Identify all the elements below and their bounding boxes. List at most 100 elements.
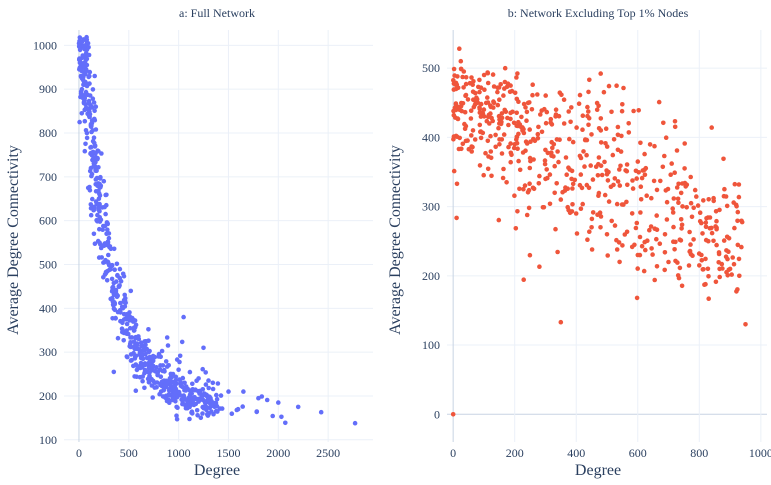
panel-b-point [634,295,640,301]
panel-a-point [118,310,123,315]
panel-b-point [619,133,624,139]
panel-a-point [135,364,141,369]
panel-b-point [481,114,487,119]
panel-a-point [183,388,189,393]
panel-b-point [585,104,590,110]
panel-a-point [194,378,199,384]
panel-b-point [671,224,676,230]
panel-b-point [624,168,630,174]
panel-b-point [451,87,457,92]
panel-b-point [725,256,730,262]
panel-b-point [585,237,590,242]
panel-a-point [142,362,148,368]
panel-a-y-tick-label: 200 [39,389,57,403]
panel-b-point [624,162,630,167]
panel-a-point [241,389,246,394]
panel-b-point [460,141,466,147]
panel-a-point [187,369,193,375]
panel-b-point [543,120,549,126]
panel-b-point [497,142,502,147]
panel-b-point [570,181,576,187]
panel-b-y-axis-label: Average Degree Connectivity [387,145,404,335]
panel-b-point [563,155,569,160]
panel-a-point [206,394,211,399]
panel-b-point [674,185,680,190]
panel-a-point [102,259,108,265]
panel-a-point [121,299,127,305]
panel-b-point [662,267,667,273]
panel-b-point [688,174,693,180]
panel-a-point [173,374,179,380]
panel-b-point [558,197,564,202]
panel-b-point [490,72,496,77]
panel-b-point [485,95,490,100]
panel-a-point [77,59,83,64]
panel-b-point [675,260,680,265]
panel-a-point [111,246,117,252]
panel-a-point [131,325,137,331]
panel-a-point [210,386,216,392]
panel-b-point [730,255,735,260]
panel-a-point [163,395,168,400]
panel-a-point [132,318,138,323]
panel-a-point [163,382,169,387]
panel-b-point [477,163,483,168]
panel-b-point [454,181,460,187]
panel-b-point [602,192,608,198]
panel-b-point [515,71,520,76]
panel-a-point [98,245,104,251]
panel-b-point [524,212,530,218]
panel-a-point [276,400,281,405]
panel-b-point [476,84,481,90]
panel-b-point [499,111,505,116]
panel-a-point [96,207,102,213]
panel-b-point [633,225,639,231]
panel-b-point [488,149,494,154]
panel-b-point [739,244,744,250]
panel-b-point [717,207,722,213]
panel-a-y-tick-label: 500 [39,257,57,271]
panel-a-point [111,306,117,311]
panel-a-point [93,104,99,109]
panel-b-point [691,237,696,242]
panel-b-point [620,102,625,107]
panel-a-point [154,365,159,370]
panel-b-point [688,242,693,247]
panel-a-point [110,299,116,304]
panel-a-point [77,35,83,40]
panel-a-point [165,343,171,348]
panel-b-point [639,243,645,249]
panel-a-point [205,397,211,403]
panel-b-point [548,116,554,122]
panel-b-point [686,263,692,268]
panel-b-point [574,231,580,236]
panel-b-point [576,101,582,106]
panel-a-point [90,87,96,92]
panel-b-point [656,99,662,105]
panel-b-point [706,197,711,202]
panel-b-point [498,121,504,127]
panel-a-y-tick-label: 900 [39,82,57,96]
panel-b-point [580,201,585,207]
panel-a-point [183,384,189,389]
panel-b-point [670,210,676,215]
panel-a-point [112,267,117,273]
panel-a-point [186,395,192,400]
panel-a-point [229,411,235,417]
panel-b-point [497,97,502,102]
panel-b-point [736,194,742,200]
panel-b-point [604,172,610,177]
panel-b-point [531,136,536,142]
panel-a-point [80,95,85,100]
panel-b-point [580,127,585,132]
panel-b-point [524,141,530,146]
panel-b-point [461,85,466,90]
panel-b-point [645,238,650,243]
panel-a-x-axis-label: Degree [194,462,240,479]
panel-a-point [154,385,159,390]
panel-b-point [638,184,644,189]
panel-a-point [181,314,186,320]
panel-a-point [97,185,102,191]
panel-b-point [713,279,719,285]
panel-a-point [109,276,115,282]
